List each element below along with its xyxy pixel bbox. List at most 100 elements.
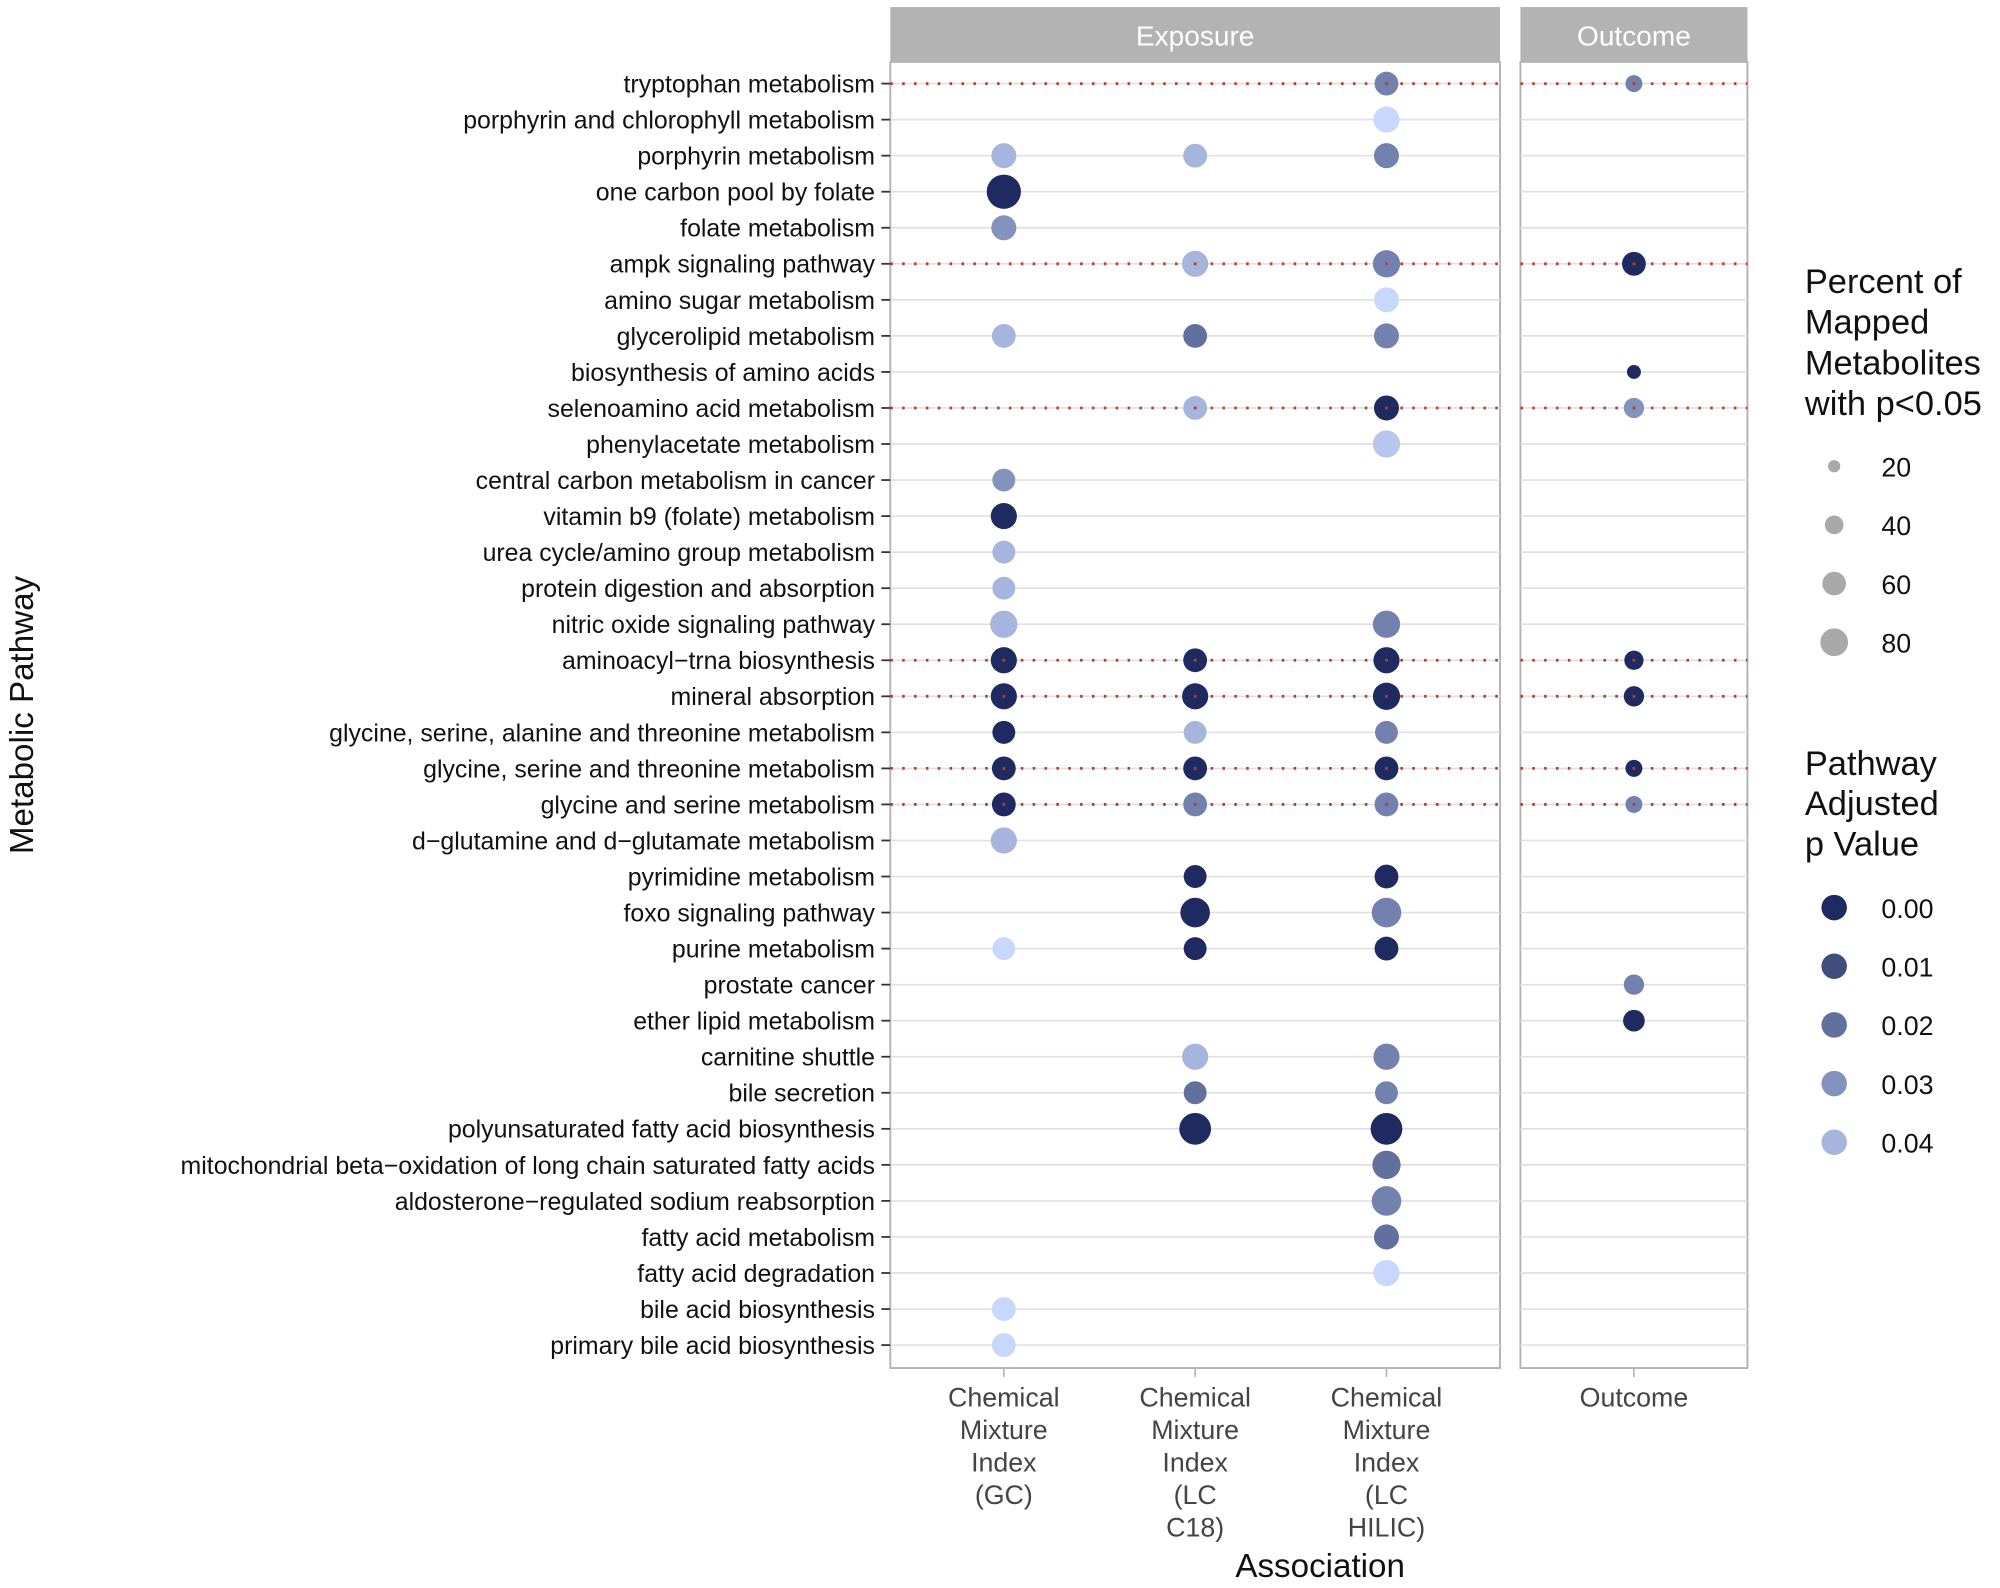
- y-tick-label: glycine and serine metabolism: [541, 791, 875, 819]
- x-tick-label: Index: [971, 1447, 1037, 1477]
- y-tick-label: fatty acid metabolism: [641, 1224, 875, 1252]
- significance-marker: [1193, 766, 1197, 770]
- size-legend-label: 80: [1881, 628, 1911, 658]
- size-legend-title: Mapped: [1805, 304, 1929, 342]
- data-point: [1373, 1043, 1400, 1070]
- x-tick-label: (LC: [1365, 1480, 1408, 1510]
- y-tick-label: one carbon pool by folate: [596, 179, 875, 207]
- y-tick-label: d−glutamine and d−glutamate metabolism: [412, 827, 875, 855]
- color-legend-label: 0.01: [1881, 952, 1933, 982]
- y-tick-label: prostate cancer: [704, 972, 875, 1000]
- y-axis-title: Metabolic Pathway: [4, 575, 41, 854]
- size-legend-label: 60: [1881, 570, 1911, 600]
- data-point: [1179, 1112, 1212, 1145]
- size-legend-title: Metabolites: [1805, 344, 1981, 382]
- data-point: [1374, 936, 1399, 961]
- size-legend-title: with p<0.05: [1804, 385, 1982, 423]
- panel-background: [889, 60, 1501, 1369]
- significance-marker: [1385, 803, 1388, 806]
- y-tick-label: mineral absorption: [670, 683, 875, 711]
- y-tick-label: primary bile acid biosynthesis: [550, 1332, 875, 1360]
- data-point: [992, 937, 1016, 961]
- y-tick-label: fatty acid degradation: [637, 1260, 875, 1288]
- y-tick-label: glycerolipid metabolism: [617, 323, 875, 351]
- y-tick-label: bile secretion: [729, 1080, 875, 1108]
- y-tick-label: porphyrin and chlorophyll metabolism: [463, 107, 875, 135]
- y-tick-label: tryptophan metabolism: [624, 71, 875, 99]
- data-point: [1183, 937, 1207, 961]
- data-point: [1370, 1112, 1403, 1145]
- size-legend-label: 40: [1881, 511, 1911, 541]
- significance-marker: [1002, 766, 1006, 770]
- data-point: [1373, 1259, 1400, 1287]
- data-point: [1183, 143, 1208, 168]
- y-tick-label: ether lipid metabolism: [633, 1008, 875, 1036]
- data-point: [990, 827, 1017, 854]
- x-tick-label: HILIC): [1348, 1512, 1425, 1542]
- x-tick-label: Outcome: [1580, 1382, 1689, 1412]
- significance-marker: [1632, 658, 1636, 662]
- data-point: [991, 323, 1016, 348]
- data-point: [1623, 974, 1645, 995]
- y-tick-label: pyrimidine metabolism: [628, 863, 875, 891]
- data-point: [991, 215, 1017, 241]
- data-point: [990, 503, 1017, 530]
- size-legend-key: [1822, 571, 1846, 596]
- significance-marker: [1385, 262, 1388, 266]
- data-point: [1373, 106, 1400, 133]
- panel-strip-label: Exposure: [1136, 20, 1255, 51]
- x-tick-label: Mixture: [960, 1415, 1048, 1445]
- data-point: [1372, 430, 1401, 458]
- y-tick-label: protein digestion and absorption: [521, 575, 875, 603]
- data-point: [1373, 143, 1399, 169]
- data-point: [991, 1333, 1016, 1357]
- significance-marker: [1632, 262, 1636, 266]
- y-tick-label: amino sugar metabolism: [604, 287, 875, 315]
- color-legend-label: 0.02: [1881, 1011, 1933, 1041]
- y-tick-label: foxo signaling pathway: [623, 899, 875, 927]
- data-point: [1373, 287, 1399, 313]
- y-tick-label: purine metabolism: [672, 936, 875, 964]
- color-legend-label: 0.00: [1881, 894, 1933, 924]
- data-point: [986, 174, 1021, 209]
- panel-strip: [1520, 7, 1748, 62]
- color-legend-title: p Value: [1805, 825, 1919, 863]
- y-tick-label: carnitine shuttle: [701, 1044, 875, 1072]
- x-tick-label: Chemical: [1331, 1382, 1443, 1412]
- data-point: [1372, 1150, 1401, 1180]
- size-legend-key: [1820, 628, 1849, 657]
- color-legend-label: 0.03: [1881, 1070, 1933, 1100]
- panel-strip-label: Outcome: [1577, 20, 1691, 51]
- color-legend-key: [1821, 953, 1847, 979]
- x-tick-label: Mixture: [1151, 1415, 1239, 1445]
- size-legend-label: 20: [1881, 452, 1911, 482]
- significance-marker: [1193, 803, 1197, 806]
- significance-marker: [1193, 658, 1197, 662]
- x-tick-label: (GC): [975, 1480, 1033, 1510]
- y-tick-label: urea cycle/amino group metabolism: [483, 539, 875, 567]
- significance-marker: [1193, 262, 1197, 266]
- color-legend-label: 0.04: [1881, 1128, 1933, 1158]
- data-point: [1371, 897, 1402, 928]
- data-point: [1183, 865, 1207, 888]
- significance-marker: [1002, 694, 1006, 698]
- data-point: [1375, 720, 1398, 744]
- data-point: [991, 143, 1017, 169]
- data-point: [990, 610, 1018, 638]
- y-tick-label: vitamin b9 (folate) metabolism: [543, 503, 875, 531]
- data-point: [1180, 897, 1210, 928]
- significance-marker: [1632, 803, 1636, 806]
- size-legend-title: Percent of: [1805, 263, 1962, 301]
- y-tick-label: aminoacyl−trna biosynthesis: [562, 647, 875, 675]
- significance-marker: [1193, 406, 1197, 410]
- data-point: [1183, 1081, 1207, 1105]
- y-tick-label: porphyrin metabolism: [637, 143, 875, 171]
- y-tick-label: selenoamino acid metabolism: [548, 395, 875, 423]
- data-point: [1182, 1043, 1209, 1070]
- x-tick-label: Index: [1162, 1447, 1228, 1477]
- data-point: [1373, 323, 1399, 349]
- significance-marker: [1002, 658, 1006, 662]
- y-tick-label: folate metabolism: [680, 215, 875, 243]
